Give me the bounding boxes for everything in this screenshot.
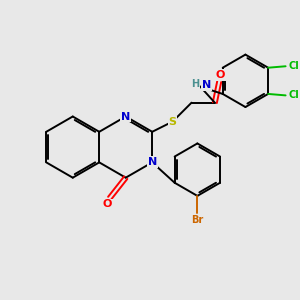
Text: Cl: Cl — [289, 61, 300, 71]
Text: N: N — [202, 80, 211, 90]
Text: O: O — [103, 200, 112, 209]
Text: O: O — [216, 70, 225, 80]
Text: Br: Br — [191, 215, 203, 225]
Text: Cl: Cl — [289, 90, 300, 100]
Text: N: N — [148, 158, 157, 167]
Text: N: N — [121, 112, 130, 122]
Text: S: S — [169, 117, 177, 127]
Text: H: H — [191, 79, 199, 89]
